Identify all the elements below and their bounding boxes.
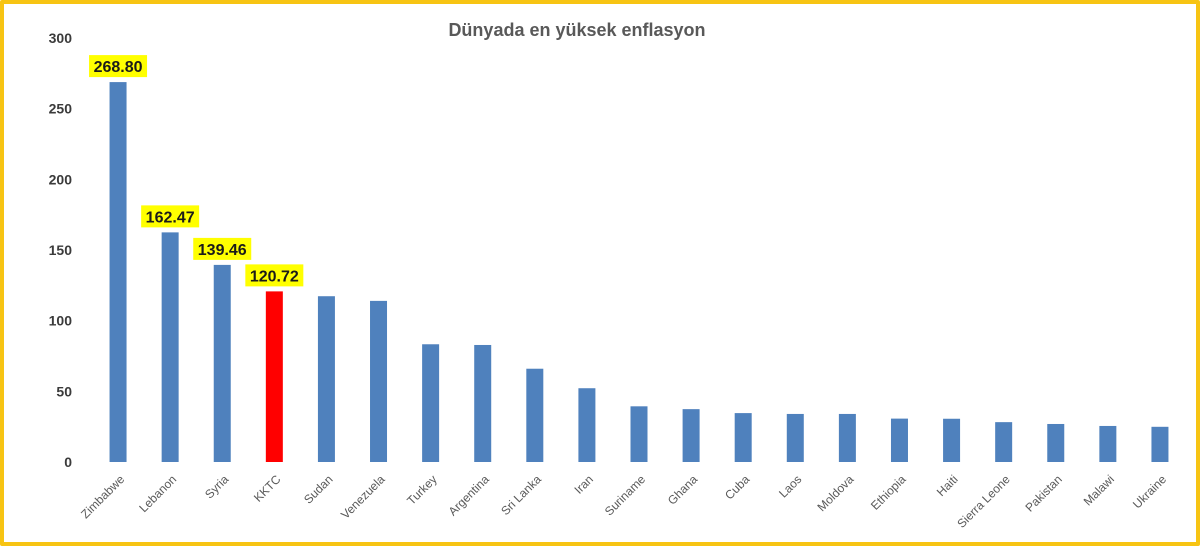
y-tick-label: 200 xyxy=(49,171,73,187)
x-tick-label: Sudan xyxy=(301,472,335,506)
x-tick-label: Pakistan xyxy=(1022,472,1064,514)
bar-ghana xyxy=(682,409,700,462)
y-tick-label: 50 xyxy=(56,383,72,399)
data-label-group: 268.80 xyxy=(89,55,148,78)
x-tick-label: Zimbabwe xyxy=(78,472,127,521)
bar-ethiopia xyxy=(890,418,908,462)
data-label-highlight xyxy=(193,237,252,260)
bar-laos xyxy=(786,413,804,462)
x-tick-label: Turkey xyxy=(404,472,440,508)
bar-lebanon xyxy=(161,232,179,462)
data-label-highlight xyxy=(89,55,148,78)
bar-iran xyxy=(578,388,596,462)
bar-zimbabwe xyxy=(109,82,127,462)
data-label-group: 162.47 xyxy=(141,205,200,228)
y-axis: 0 50 100 150 200 250 300 xyxy=(49,30,73,470)
data-label-highlight xyxy=(141,205,200,228)
bar-haiti xyxy=(943,418,961,462)
y-tick-label: 100 xyxy=(49,313,73,329)
data-label: 139.46 xyxy=(198,242,247,259)
x-axis: Zimbabwe Lebanon Syria KKTC Sudan Venezuela Tu… xyxy=(78,472,1169,531)
x-tick-label: Malawi xyxy=(1081,472,1117,508)
bar-sierra-leone xyxy=(995,422,1013,462)
x-tick-label: Venezuela xyxy=(338,472,388,522)
chart-title: Dünyada en yüksek enflasyon xyxy=(448,20,705,40)
bar-kktc xyxy=(265,291,283,462)
bar-ukraine xyxy=(1151,426,1169,462)
y-tick-label: 300 xyxy=(49,30,73,46)
x-tick-label: Ukraine xyxy=(1130,472,1169,511)
bar-pakistan xyxy=(1047,423,1065,462)
x-tick-label: Sri Lanka xyxy=(498,472,544,518)
x-tick-label: Suriname xyxy=(602,472,648,518)
bar-suriname xyxy=(630,406,648,462)
x-tick-label: Lebanon xyxy=(136,472,179,515)
x-tick-label: Sierra Leone xyxy=(954,472,1013,531)
bar-malawi xyxy=(1099,425,1117,462)
x-tick-label: Laos xyxy=(776,472,804,500)
y-tick-label: 150 xyxy=(49,242,73,258)
bar-cuba xyxy=(734,413,752,462)
y-tick-label: 0 xyxy=(64,454,72,470)
bar-sudan xyxy=(317,296,335,462)
x-tick-label: KKTC xyxy=(251,472,284,505)
x-tick-label: Argentina xyxy=(446,472,492,518)
x-tick-label: Iran xyxy=(571,472,596,497)
data-label: 120.72 xyxy=(250,268,299,285)
bar-moldova xyxy=(838,413,856,462)
bar-sri-lanka xyxy=(526,368,544,462)
bar-turkey xyxy=(422,344,440,462)
data-label: 162.47 xyxy=(146,209,195,226)
bar-venezuela xyxy=(370,300,388,462)
y-tick-label: 250 xyxy=(49,101,73,117)
data-label-group: 139.46 xyxy=(193,237,252,260)
data-label-group: 120.72 xyxy=(245,264,304,287)
data-label-highlight xyxy=(245,264,304,287)
x-tick-label: Ethiopia xyxy=(868,472,909,513)
bar-chart: Dünyada en yüksek enflasyon 0 50 100 150 200… xyxy=(49,20,1170,531)
data-label: 268.80 xyxy=(94,59,143,76)
x-tick-label: Cuba xyxy=(722,472,752,502)
x-tick-label: Syria xyxy=(202,472,231,501)
bars xyxy=(109,82,1169,462)
bar-argentina xyxy=(474,344,492,462)
x-tick-label: Ghana xyxy=(665,472,701,508)
bar-syria xyxy=(213,264,231,462)
x-tick-label: Haiti xyxy=(934,472,961,499)
x-tick-label: Moldova xyxy=(815,472,857,514)
